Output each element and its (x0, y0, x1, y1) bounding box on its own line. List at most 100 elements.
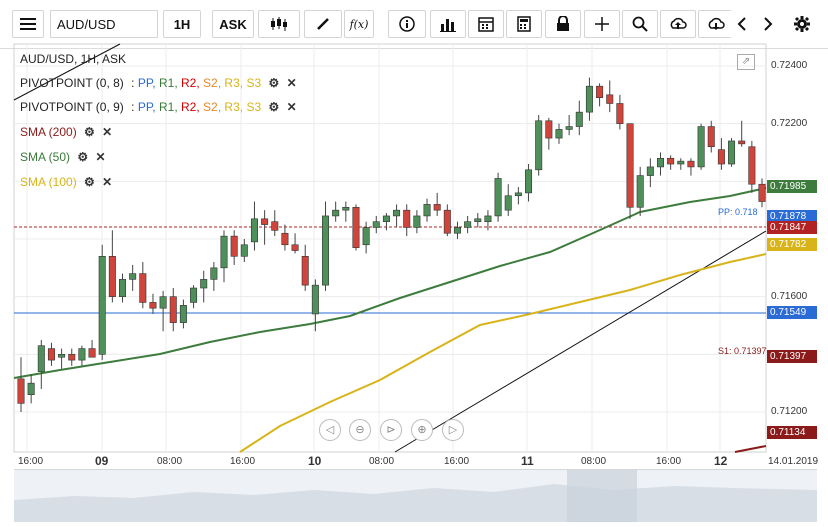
candle (250, 218, 258, 243)
candle (281, 232, 289, 246)
candle (342, 206, 350, 211)
zoom-button[interactable] (622, 10, 658, 38)
next-button[interactable] (756, 10, 780, 38)
symbol-select[interactable]: AUD/USD (50, 10, 158, 38)
pivot-sep: : (131, 76, 135, 90)
settings-button[interactable] (788, 10, 816, 38)
upload-button[interactable] (660, 10, 696, 38)
x-tick: 14.01.2019 (768, 456, 819, 467)
pivot-r2: R2, (181, 76, 200, 90)
candle (352, 206, 360, 248)
candle (728, 140, 736, 165)
candle (748, 146, 756, 185)
gear-icon[interactable]: ⚙ (84, 175, 95, 189)
pivot-s3: S3 (246, 100, 262, 114)
candle (382, 215, 390, 223)
zoom-in-button[interactable]: ⊕ (411, 419, 433, 441)
x-tick: 08:00 (157, 456, 183, 467)
x-tick: 16:00 (656, 456, 682, 467)
close-icon[interactable]: ✕ (102, 175, 113, 189)
close-icon[interactable]: ✕ (102, 125, 113, 139)
candle (717, 149, 725, 165)
candle (68, 354, 76, 361)
gear-icon[interactable]: ⚙ (268, 100, 280, 114)
candle (58, 354, 66, 358)
volume-button[interactable] (430, 10, 466, 38)
calculator-icon (517, 16, 531, 32)
candle (697, 126, 705, 168)
candle (159, 296, 167, 309)
scroll-right-button[interactable]: ▷ (442, 419, 464, 441)
gear-icon[interactable]: ⚙ (77, 150, 89, 164)
chart-type-button[interactable] (258, 10, 300, 38)
download-button[interactable] (698, 10, 734, 38)
navigator[interactable] (14, 469, 817, 522)
pivot-sep: : (131, 100, 135, 114)
candle (311, 284, 319, 315)
scroll-left-button[interactable]: ◁ (319, 419, 341, 441)
zoom-out-button[interactable]: ⊖ (349, 419, 371, 441)
candle (190, 287, 198, 303)
pivot-s2: S2, (203, 100, 222, 114)
draw-button[interactable] (304, 10, 342, 38)
close-icon[interactable]: ✕ (95, 150, 106, 164)
x-tick: 16:00 (230, 456, 256, 467)
info-button[interactable] (388, 10, 426, 38)
interval-button[interactable]: 1H (163, 10, 201, 38)
candle (707, 126, 715, 148)
candle (108, 255, 116, 297)
prev-icon (737, 17, 746, 31)
sma50-legend: SMA (50) ⚙ ✕ (20, 150, 106, 164)
crosshair-button[interactable] (584, 10, 620, 38)
popout-icon[interactable]: ⇗ (737, 54, 755, 70)
indicators-button[interactable]: f(x) (344, 10, 374, 38)
candle (37, 345, 45, 372)
candle (169, 296, 177, 323)
pivot-r1: R1, (158, 100, 178, 114)
pivot-r1: R1, (158, 76, 178, 90)
sma-name: SMA (200) (20, 125, 77, 139)
x-tick: 09 (95, 454, 109, 468)
calendar-button[interactable] (468, 10, 504, 38)
prev-button[interactable] (730, 10, 754, 38)
toolbar: AUD/USD 1H ASK f(x) (0, 0, 828, 49)
pencil-icon (317, 18, 329, 30)
close-icon[interactable]: ✕ (286, 100, 297, 114)
candle (474, 218, 482, 222)
menu-button[interactable] (12, 10, 44, 38)
chart-title: AUD/USD, 1H, ASK (20, 52, 127, 66)
candle (596, 85, 604, 99)
candle (464, 221, 472, 228)
s1-price-tag: 0.71397 (767, 350, 817, 363)
candle (525, 169, 533, 194)
candle (585, 85, 593, 113)
menu-icon (20, 18, 36, 30)
y-tick: 0.71600 (771, 291, 808, 302)
pivot-r2: R2, (181, 100, 200, 114)
candle (687, 160, 695, 168)
candle (200, 279, 208, 289)
gear-icon[interactable]: ⚙ (84, 125, 95, 139)
x-tick: 16:00 (18, 456, 44, 467)
calculator-button[interactable] (506, 10, 542, 38)
candle (332, 209, 340, 217)
x-tick: 08:00 (369, 456, 395, 467)
candle (403, 209, 411, 228)
settings-icon (794, 16, 810, 32)
candle (423, 204, 431, 217)
gear-icon[interactable]: ⚙ (268, 76, 280, 90)
y-tick: 0.71200 (771, 406, 808, 417)
candle (514, 192, 522, 197)
x-tick: 12 (714, 454, 728, 468)
reset-zoom-button[interactable]: ⊳ (380, 419, 402, 441)
candle (555, 129, 563, 139)
sma200-price-tag: 0.71134 (767, 426, 817, 439)
pivot-price-tag: 0.71549 (767, 306, 817, 319)
lock-button[interactable] (545, 10, 581, 38)
candle (240, 244, 248, 257)
candle (27, 382, 35, 395)
price-type-button[interactable]: ASK (212, 10, 254, 38)
candle (261, 218, 269, 225)
close-icon[interactable]: ✕ (286, 76, 297, 90)
